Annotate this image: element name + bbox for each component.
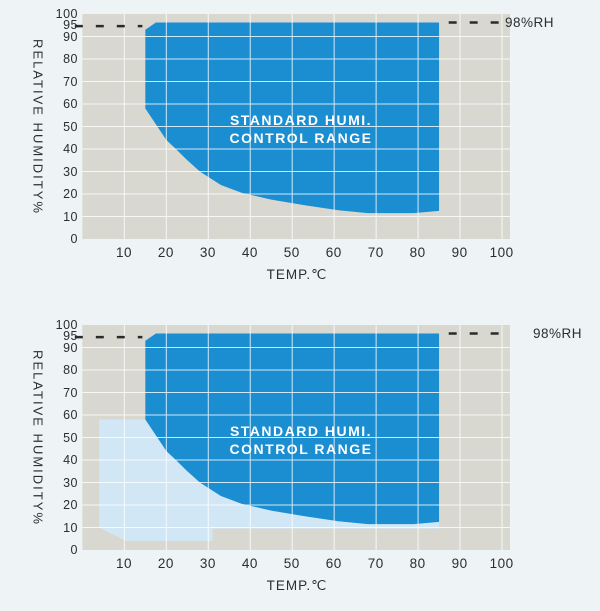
y-tick-label: 50 <box>63 119 78 134</box>
x-tick-label: 80 <box>409 245 426 260</box>
control-range-label: STANDARD HUMI. CONTROL RANGE <box>230 422 373 458</box>
x-tick-label: 90 <box>451 245 468 260</box>
plot-area <box>74 325 510 550</box>
x-tick-label: 30 <box>199 245 216 260</box>
y-tick-label: 10 <box>63 520 78 535</box>
y-tick-label: 40 <box>63 142 78 156</box>
y-tick-label: 30 <box>63 164 78 179</box>
control-range-label-line1: STANDARD HUMI. <box>229 423 373 439</box>
x-tick-label: 10 <box>115 245 132 260</box>
control-range-label-line1: STANDARD HUMI. <box>229 112 373 128</box>
grid-lines <box>82 14 510 239</box>
x-tick-label: 60 <box>325 556 342 571</box>
grid-lines <box>82 325 510 550</box>
plot-area <box>74 14 510 239</box>
x-tick-label: 20 <box>157 556 174 571</box>
y-tick-label: 60 <box>63 408 78 422</box>
control-range-label-line2: CONTROL RANGE <box>229 441 373 457</box>
y-tick-label: 40 <box>63 453 78 467</box>
y-tick-label: 60 <box>63 97 78 111</box>
y-tick-label: 30 <box>63 475 78 490</box>
y-tick-label: 80 <box>63 363 78 377</box>
y-tick-label: 70 <box>63 385 78 400</box>
x-tick-label: 50 <box>283 556 300 571</box>
y-tick-label: 95 <box>63 329 78 344</box>
rh-98-label: 98%RH <box>505 14 555 30</box>
y-tick-label: 100 <box>55 318 78 332</box>
y-tick-label: 70 <box>63 74 78 89</box>
y-tick-label: 20 <box>63 187 78 201</box>
y-tick-label: 95 <box>63 18 78 33</box>
y-tick-label: 90 <box>63 29 78 44</box>
rh-98-label: 98%RH <box>533 325 583 341</box>
x-tick-label: 30 <box>199 556 216 571</box>
x-tick-label: 70 <box>367 556 384 571</box>
y-tick-label: 0 <box>70 232 78 246</box>
y-tick-label: 90 <box>63 340 78 355</box>
x-tick-label: 100 <box>489 245 514 260</box>
control-range-label: STANDARD HUMI. CONTROL RANGE <box>230 111 373 147</box>
x-tick-label: 80 <box>409 556 426 571</box>
x-tick-label: 70 <box>367 245 384 260</box>
x-tick-label: 40 <box>241 556 258 571</box>
x-tick-label: 10 <box>115 556 132 571</box>
y-tick-label: 20 <box>63 498 78 512</box>
control-range-label-line2: CONTROL RANGE <box>229 130 373 146</box>
y-tick-label: 0 <box>70 543 78 557</box>
y-tick-label: 10 <box>63 209 78 224</box>
x-axis-label: TEMP.℃ <box>266 578 328 593</box>
humidity-chart-top: RELATIVE HUMIDITY% STANDARD HUMI. CONTRO… <box>0 0 600 300</box>
x-tick-label: 90 <box>451 556 468 571</box>
x-tick-label: 40 <box>241 245 258 260</box>
y-tick-label: 80 <box>63 52 78 66</box>
y-tick-label: 100 <box>55 7 78 21</box>
x-tick-label: 50 <box>283 245 300 260</box>
humidity-chart-bottom: RELATIVE HUMIDITY% STANDARD HUMI. CONTRO… <box>0 311 600 611</box>
x-tick-label: 100 <box>489 556 514 571</box>
y-tick-label: 50 <box>63 430 78 445</box>
x-axis-label: TEMP.℃ <box>266 267 328 282</box>
x-tick-label: 20 <box>157 245 174 260</box>
x-tick-label: 60 <box>325 245 342 260</box>
